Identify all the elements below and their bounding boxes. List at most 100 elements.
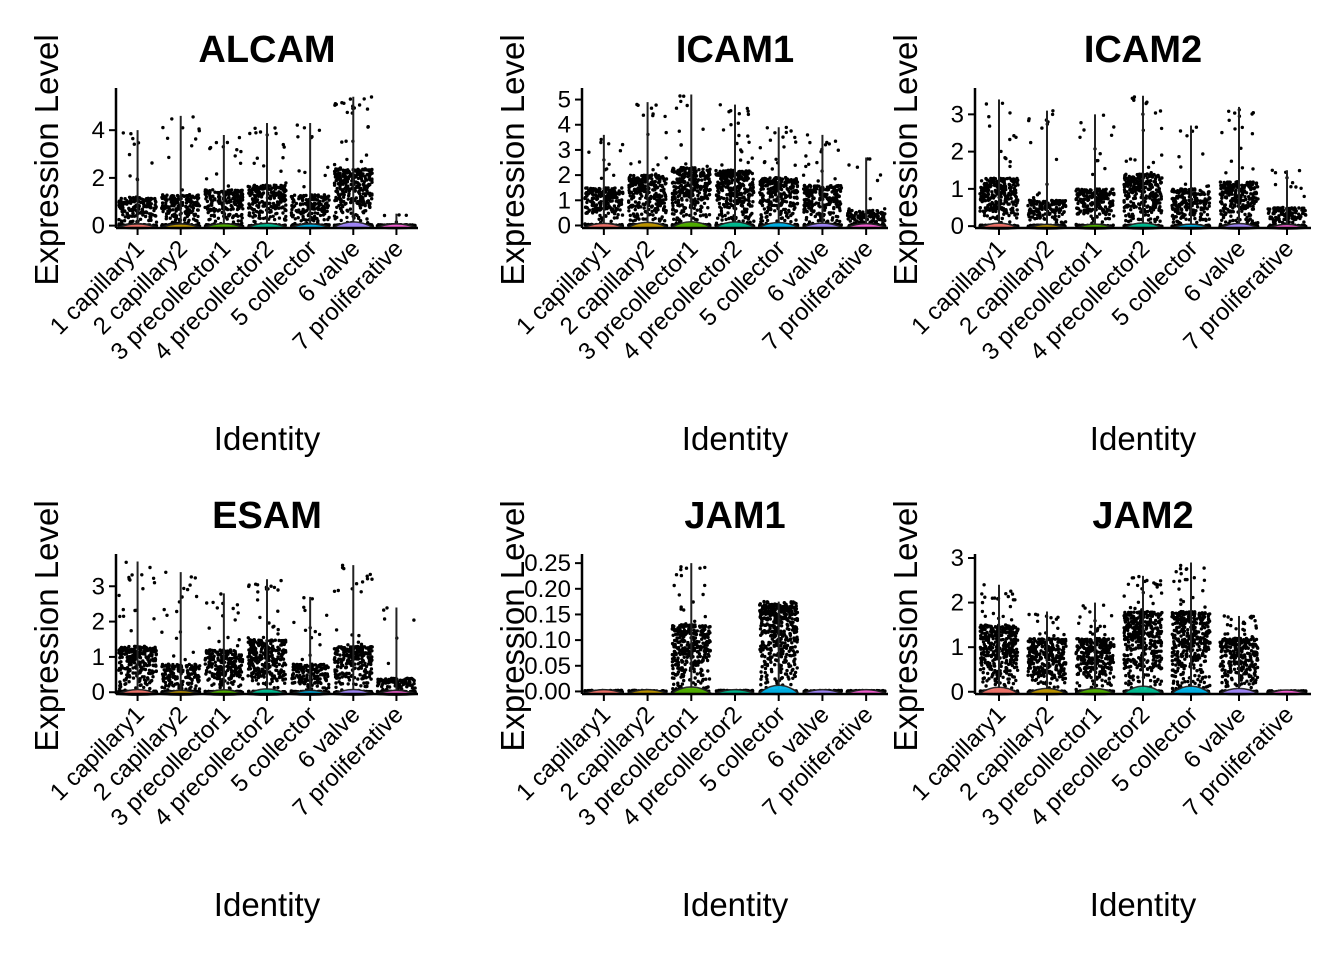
data-point [598, 213, 602, 218]
data-point [671, 167, 675, 172]
data-point [357, 103, 362, 107]
data-point [830, 190, 834, 194]
data-point [304, 218, 308, 222]
data-point [641, 217, 645, 221]
data-point [204, 177, 209, 181]
data-point [651, 213, 655, 217]
data-point [337, 203, 341, 208]
data-point [673, 188, 677, 193]
y-axis-label: Expression Level [494, 34, 531, 285]
data-point [583, 222, 587, 226]
data-point [605, 167, 609, 171]
data-point [220, 189, 224, 194]
data-point [793, 180, 797, 185]
data-point [333, 198, 337, 203]
data-point [693, 197, 697, 201]
data-point [978, 206, 982, 210]
data-point [868, 197, 872, 201]
data-point [212, 214, 217, 218]
data-point [204, 189, 208, 193]
data-point [1003, 186, 1007, 190]
data-point [848, 215, 852, 219]
data-point [761, 187, 765, 191]
data-point [174, 209, 178, 213]
data-point [719, 211, 724, 216]
y-tick-label: 2 [92, 165, 105, 192]
data-point [758, 146, 762, 150]
data-point [716, 189, 720, 193]
data-point [702, 201, 707, 205]
data-point [767, 203, 771, 207]
data-point [726, 172, 730, 176]
data-point [359, 159, 364, 164]
data-point [334, 195, 338, 200]
data-point [279, 193, 283, 197]
data-point [727, 110, 731, 114]
data-point [979, 191, 984, 195]
y-tick-label: 5 [558, 87, 571, 114]
data-point [363, 193, 368, 198]
data-point [326, 217, 330, 222]
data-point [743, 215, 747, 220]
data-point [225, 207, 229, 211]
data-point [262, 204, 267, 208]
data-point [301, 211, 305, 215]
data-point [250, 197, 255, 201]
data-point [716, 180, 720, 184]
data-point [704, 175, 709, 179]
data-point [141, 213, 145, 217]
data-point [804, 197, 808, 202]
data-point [883, 218, 887, 223]
data-point [361, 188, 365, 192]
data-point [339, 200, 343, 205]
data-point [663, 193, 667, 197]
data-point [692, 178, 696, 183]
violin-group-4-precollector2 [712, 103, 758, 230]
data-point [1057, 214, 1061, 219]
data-point [984, 183, 988, 187]
violin-group-6-valve [330, 95, 376, 230]
data-point [358, 219, 363, 223]
y-axis-label: Expression Level [887, 34, 924, 285]
data-point [290, 196, 294, 200]
data-point [788, 201, 793, 205]
data-point [605, 196, 609, 200]
data-point [283, 218, 287, 222]
data-point [831, 211, 836, 215]
data-point [773, 181, 777, 185]
data-point [663, 219, 667, 223]
data-point [248, 185, 252, 189]
data-point [737, 133, 741, 138]
violin-group-4-precollector2 [244, 123, 290, 230]
data-point [167, 210, 171, 214]
data-point [318, 202, 322, 206]
data-point [741, 196, 745, 200]
data-point [736, 121, 740, 125]
data-point [675, 177, 679, 181]
data-point [628, 218, 632, 222]
data-point [187, 218, 191, 222]
data-point [358, 188, 362, 192]
data-point [232, 201, 237, 205]
data-point [807, 162, 811, 166]
data-point [658, 219, 662, 223]
data-point [349, 200, 353, 204]
data-point [594, 203, 599, 207]
data-point [154, 220, 159, 224]
data-point [208, 145, 213, 150]
data-point [607, 204, 611, 208]
data-point [149, 212, 153, 216]
data-point [792, 207, 796, 211]
data-point [748, 170, 752, 174]
data-point [215, 190, 220, 195]
data-point [255, 185, 260, 190]
data-point [123, 197, 127, 201]
data-point [343, 175, 347, 180]
data-point [793, 163, 797, 167]
data-point [981, 187, 985, 191]
data-point [738, 158, 743, 162]
data-point [674, 185, 678, 189]
data-point [662, 205, 667, 209]
data-point [281, 211, 285, 215]
data-point [770, 167, 774, 171]
